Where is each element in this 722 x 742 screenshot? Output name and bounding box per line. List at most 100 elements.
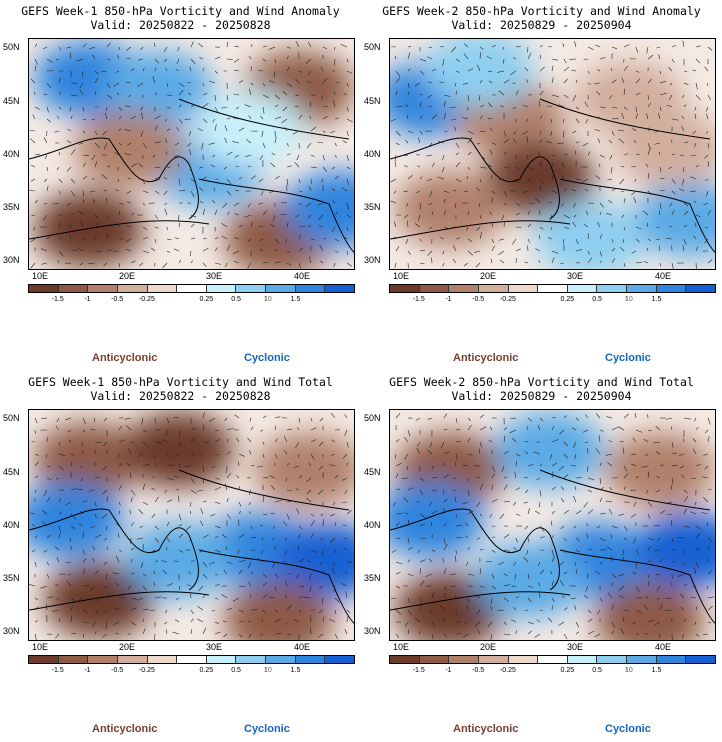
colorbar-segment <box>58 656 89 663</box>
lat-label: 50N <box>3 42 20 52</box>
colorbar-segment <box>236 285 267 292</box>
colorbar-tick-label: 0.25 <box>199 667 214 674</box>
vorticity-blob <box>595 582 705 640</box>
lat-label: 35N <box>3 573 20 583</box>
vorticity-blob <box>615 111 715 187</box>
colorbar-segment <box>597 656 628 663</box>
colorbar-labels: -1.5 -1 -0.5 -0.25 0.25 0.5 1 1.5 <box>28 667 355 677</box>
vorticity-blob <box>104 51 214 127</box>
colorbar-tick-label: 0.25 <box>560 296 575 303</box>
colorbar-tick-label: 1.5 <box>290 296 301 303</box>
lon-label: 20E <box>480 271 497 281</box>
colorbar-tick-label: 1.5 <box>651 667 662 674</box>
colorbar-segment <box>627 656 657 663</box>
colorbar-tick-label: 0.5 <box>231 296 241 303</box>
colorbar-segment <box>538 656 568 663</box>
panel-week1-anomaly: GEFS Week-1 850-hPa Vorticity and Wind A… <box>0 0 361 371</box>
lon-label: 10E <box>393 271 410 281</box>
lat-label: 35N <box>364 573 381 583</box>
cyclonic-label: Cyclonic <box>244 352 290 364</box>
title-line2: Valid: 20250829 - 20250904 <box>451 18 632 32</box>
lon-label: 10E <box>32 642 49 652</box>
colorbar-tick-label: -0.25 <box>499 296 516 303</box>
lat-label: 40N <box>364 520 381 530</box>
lat-label: 30N <box>364 626 381 636</box>
colorbar-segment <box>295 656 326 663</box>
colorbar-segment <box>147 656 178 663</box>
colorbar-tick-label: 0.25 <box>560 667 575 674</box>
colorbar-tick-label: -1 <box>445 296 452 303</box>
vorticity-field <box>390 39 715 269</box>
lat-label: 40N <box>364 149 381 159</box>
colorbar-segment <box>325 656 355 663</box>
colorbar-segment <box>686 285 716 292</box>
title-line1: GEFS Week-2 850-hPa Vorticity and Wind T… <box>389 375 694 389</box>
colorbar-unit: 10 <box>625 296 633 303</box>
lon-label: 20E <box>480 642 497 652</box>
colorbar-tick-label: -1.5 <box>51 296 64 303</box>
colorbar-tick-label: 1 <box>624 667 629 674</box>
colorbar-segment <box>117 656 148 663</box>
colorbar-segment <box>266 285 296 292</box>
colorbar-segment <box>147 285 178 292</box>
title-line2: Valid: 20250822 - 20250828 <box>90 389 271 403</box>
vorticity-field <box>29 410 354 640</box>
title-line1: GEFS Week-1 850-hPa Vorticity and Wind T… <box>28 375 333 389</box>
lon-label: 20E <box>119 271 136 281</box>
vorticity-blob <box>395 171 505 247</box>
colorbar-tick-label: -1 <box>84 667 91 674</box>
colorbar-labels: -1.5 -1 -0.5 -0.25 0.25 0.5 1 1.5 <box>389 296 716 306</box>
lat-label: 30N <box>3 255 20 265</box>
wind-vectors <box>390 40 713 269</box>
colorbar <box>389 655 716 664</box>
lon-label: 40E <box>655 642 672 652</box>
lat-label: 45N <box>3 467 20 477</box>
lat-label: 40N <box>3 149 20 159</box>
map-area <box>389 409 716 641</box>
cyclonic-label: Cyclonic <box>605 723 651 735</box>
colorbar-tick-label: 0.5 <box>231 667 241 674</box>
colorbar-segment <box>117 285 148 292</box>
colorbar-tick-label: 1.5 <box>651 296 662 303</box>
title-line1: GEFS Week-1 850-hPa Vorticity and Wind A… <box>21 4 340 18</box>
colorbar-unit: 10 <box>264 296 272 303</box>
lat-label: 45N <box>3 96 20 106</box>
lon-label: 10E <box>393 642 410 652</box>
anticyclonic-label: Anticyclonic <box>92 723 158 735</box>
lat-label: 50N <box>364 42 381 52</box>
lat-label: 30N <box>3 626 20 636</box>
colorbar-segment <box>567 656 598 663</box>
vorticity-blob <box>535 201 645 269</box>
colorbar-segment <box>449 656 479 663</box>
lon-label: 20E <box>119 642 136 652</box>
lon-label: 30E <box>206 642 223 652</box>
vorticity-field <box>29 39 354 269</box>
colorbar-segment <box>206 656 237 663</box>
lat-label: 40N <box>3 520 20 530</box>
colorbar-tick-label: 0.5 <box>592 296 602 303</box>
anticyclonic-label: Anticyclonic <box>453 723 519 735</box>
vorticity-blob <box>284 171 354 247</box>
wind-vectors <box>29 412 352 640</box>
panel-title: GEFS Week-2 850-hPa Vorticity and Wind A… <box>361 4 722 32</box>
title-line2: Valid: 20250829 - 20250904 <box>451 389 632 403</box>
colorbar-tick-label: -0.25 <box>138 667 155 674</box>
colorbar-tick-label: -0.5 <box>111 296 124 303</box>
vorticity-blob <box>254 432 354 508</box>
anticyclonic-label: Anticyclonic <box>92 352 158 364</box>
colorbar-segment <box>390 656 420 663</box>
colorbar <box>28 655 355 664</box>
colorbar-tick-label: -1.5 <box>412 667 425 674</box>
lat-label: 30N <box>364 255 381 265</box>
colorbar-segment <box>29 656 59 663</box>
colorbar-tick-label: 1.5 <box>290 667 301 674</box>
vorticity-blob <box>74 111 184 187</box>
wind-vectors <box>29 41 353 269</box>
colorbar-segment <box>295 285 326 292</box>
vorticity-blob <box>390 482 485 558</box>
vorticity-blob <box>605 432 715 508</box>
lon-label: 30E <box>567 271 584 281</box>
colorbar-tick-label: 1 <box>263 296 268 303</box>
panel-week1-total: GEFS Week-1 850-hPa Vorticity and Wind T… <box>0 371 361 742</box>
colorbar-segment <box>508 285 539 292</box>
